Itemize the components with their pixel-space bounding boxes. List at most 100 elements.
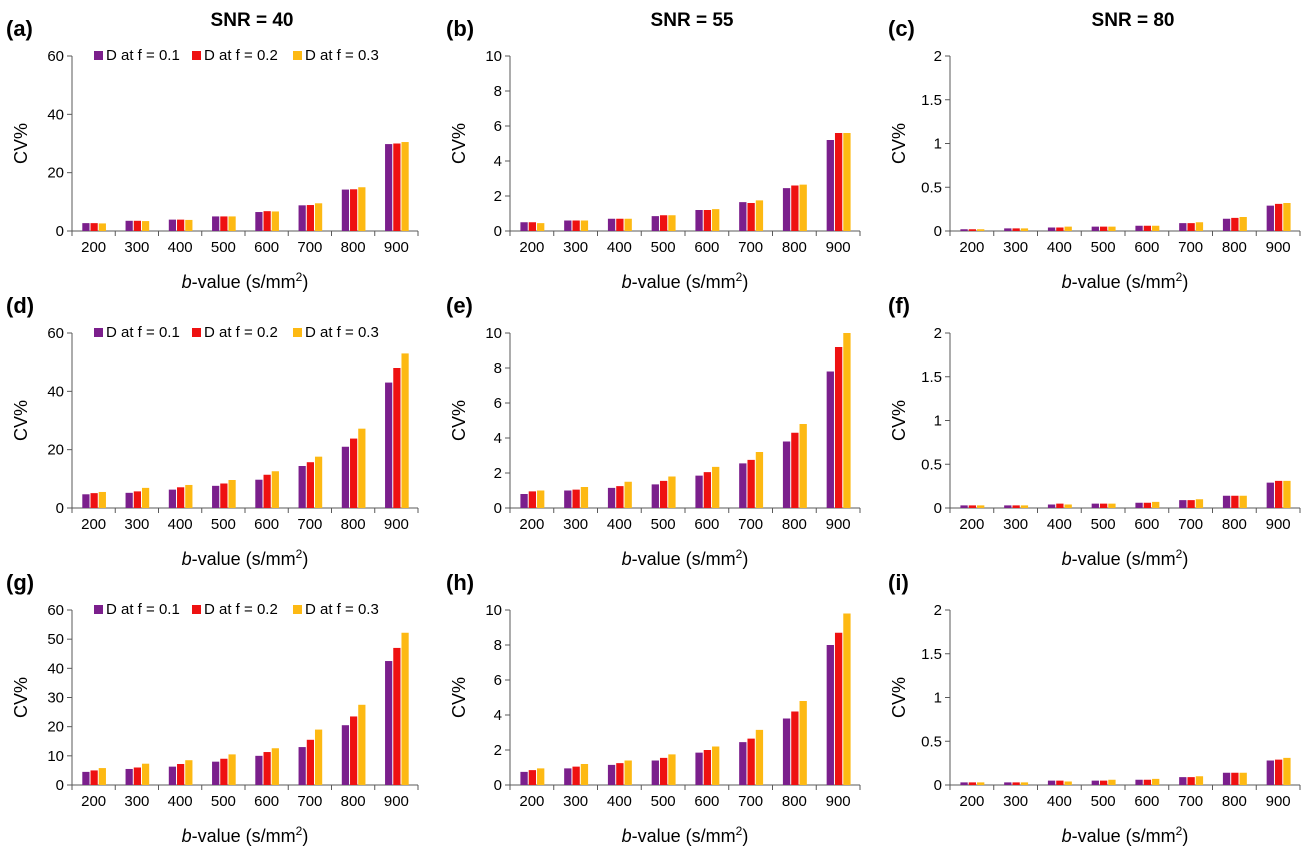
bar-600-series-3 (1152, 778, 1160, 786)
legend-swatch-3 (293, 605, 302, 614)
y-tick-label: 2 (494, 742, 502, 759)
bar-200-series-2 (90, 770, 98, 785)
y-axis-title: CV% (889, 677, 909, 718)
y-tick-label: 1 (934, 690, 942, 707)
bar-400-series-1 (607, 764, 616, 786)
bar-400-series-3 (1064, 781, 1072, 785)
bar-900-series-1 (385, 144, 393, 231)
x-tick-label: 300 (124, 793, 149, 810)
x-axis-title: b-value (s/mm2) (1062, 824, 1189, 846)
x-tick-label: 400 (1047, 793, 1072, 810)
bar-500-series-3 (1108, 226, 1116, 232)
bar-600-series-1 (695, 210, 703, 231)
x-tick-label: 500 (651, 793, 676, 810)
x-tick-label: 900 (1266, 239, 1291, 256)
x-axis-title: b-value (s/mm2) (622, 547, 749, 569)
bar-800-series-2 (1231, 495, 1239, 508)
x-tick-label: 700 (1178, 239, 1203, 256)
x-axis-title: b-value (s/mm2) (1062, 270, 1189, 292)
bar-400-series-2 (1056, 227, 1064, 231)
x-tick-label: 600 (1134, 793, 1159, 810)
y-axis-title: CV% (889, 400, 909, 441)
bar-700-series-3 (755, 729, 764, 786)
bar-600-series-2 (263, 474, 271, 508)
x-tick-label: 400 (607, 793, 632, 810)
x-tick-label: 600 (254, 516, 279, 533)
bar-700-series-1 (1179, 500, 1187, 509)
bar-900-series-3 (843, 133, 851, 231)
y-tick-label: 6 (494, 395, 502, 412)
bar-700-series-3 (1195, 776, 1204, 785)
bar-900-series-3 (401, 353, 409, 508)
bar-400-series-1 (1047, 504, 1056, 508)
legend-label-2: D at f = 0.2 (204, 601, 278, 618)
bar-300-series-1 (125, 768, 133, 785)
y-tick-label: 0.5 (921, 179, 942, 196)
legend-swatch-3 (293, 51, 302, 60)
bar-600-series-1 (255, 755, 263, 785)
bar-700-series-2 (306, 205, 314, 231)
x-tick-label: 600 (1134, 516, 1159, 533)
bar-400-series-2 (1056, 503, 1064, 509)
bar-900-series-3 (843, 333, 851, 508)
bar-300-series-3 (141, 763, 150, 785)
y-tick-label: 0 (56, 500, 64, 517)
bar-600-series-1 (255, 479, 263, 508)
bar-600-series-3 (271, 471, 279, 508)
legend-swatch-2 (192, 328, 201, 337)
x-tick-label: 200 (959, 239, 984, 256)
bar-300-series-1 (1004, 505, 1012, 509)
x-tick-label: 800 (782, 793, 807, 810)
bar-900-series-2 (1274, 203, 1283, 232)
panel-label: (e) (446, 293, 473, 318)
y-tick-label: 0.5 (921, 733, 942, 750)
bar-800-series-1 (1222, 495, 1231, 508)
bar-400-series-3 (1064, 504, 1072, 508)
chart-panel-d: (d) 0 20 40 60 200 300 400 500 600 700 800 900 CV% b-v… (6, 293, 419, 569)
bar-500-series-3 (1108, 779, 1116, 785)
bar-600-series-2 (263, 211, 271, 231)
bar-300-series-2 (572, 489, 580, 509)
y-tick-label: 40 (47, 383, 64, 400)
bar-900-series-2 (834, 347, 843, 508)
bar-900-series-2 (393, 368, 401, 508)
y-axis-title: CV% (11, 400, 31, 441)
y-tick-label: 40 (47, 106, 64, 123)
bar-700-series-1 (298, 205, 306, 231)
x-tick-label: 700 (1178, 516, 1203, 533)
x-tick-label: 800 (341, 793, 366, 810)
bar-400-series-1 (607, 218, 616, 231)
panel-label: (d) (6, 293, 34, 318)
y-tick-label: 1.5 (921, 92, 942, 109)
bar-400-series-1 (1047, 780, 1056, 786)
bar-400-series-2 (177, 487, 185, 508)
x-tick-label: 700 (297, 239, 322, 256)
bar-400-series-3 (1064, 226, 1072, 232)
column-title-snr-55: SNR = 55 (651, 10, 734, 31)
bar-400-series-2 (616, 763, 624, 786)
bar-700-series-2 (306, 739, 314, 785)
chart-panel-e: (e) 0 2 4 6 8 10 200 300 400 500 600 700 800 900 CV% b-v… (446, 293, 861, 569)
x-tick-label: 600 (694, 516, 719, 533)
bar-700-series-3 (1195, 499, 1204, 508)
y-tick-label: 20 (47, 442, 64, 459)
x-tick-label: 300 (563, 239, 588, 256)
bar-400-series-1 (1047, 227, 1056, 231)
bar-200-series-1 (520, 222, 528, 231)
y-tick-label: 60 (47, 48, 64, 65)
x-tick-label: 800 (782, 516, 807, 533)
bar-800-series-2 (1231, 772, 1239, 785)
x-tick-label: 800 (782, 239, 807, 256)
bar-800-series-3 (358, 428, 366, 508)
panel-label: (b) (446, 16, 474, 41)
bar-200-series-3 (977, 229, 985, 231)
bar-800-series-3 (799, 701, 807, 785)
bar-400-series-3 (185, 219, 193, 231)
bar-900-series-2 (834, 632, 843, 785)
y-tick-label: 6 (494, 672, 502, 689)
x-tick-label: 400 (1047, 239, 1072, 256)
legend: D at f = 0.1 D at f = 0.2 D at f = 0.3 (94, 324, 379, 341)
x-tick-label: 300 (1003, 793, 1028, 810)
y-axis-title: CV% (449, 677, 469, 718)
bar-800-series-2 (350, 438, 358, 508)
